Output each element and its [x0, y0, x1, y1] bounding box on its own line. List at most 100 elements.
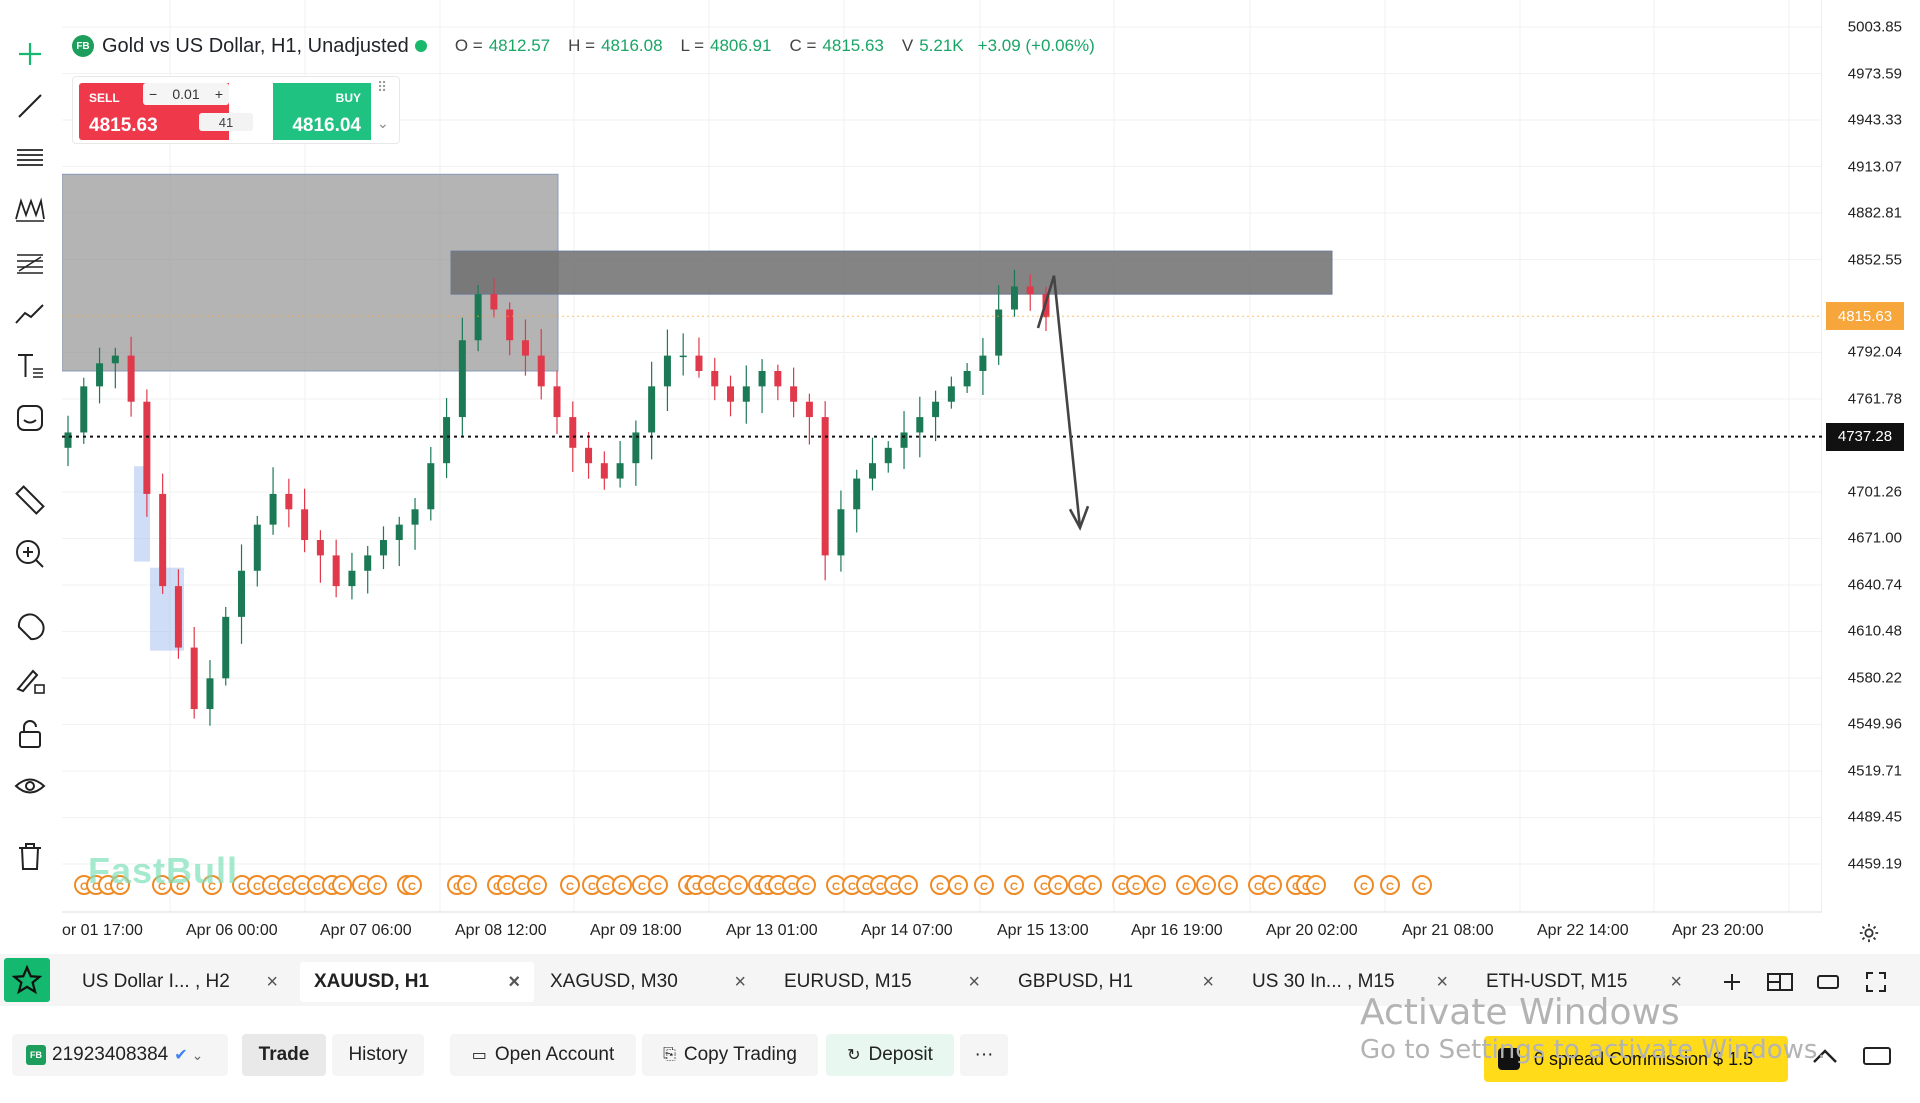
close-icon[interactable]: × [968, 970, 980, 993]
event-marker-icon[interactable] [1218, 875, 1238, 895]
zoom-in-icon[interactable] [10, 534, 50, 574]
event-marker-icon[interactable] [648, 875, 668, 895]
close-icon[interactable]: × [1670, 970, 1682, 993]
activation-subtitle: Go to Settings to activate Windows. [1360, 1035, 1826, 1065]
event-marker-icon[interactable] [1262, 875, 1282, 895]
event-marker-icon[interactable] [1048, 875, 1068, 895]
polyline-icon[interactable] [10, 294, 50, 334]
event-marker-icon[interactable] [1412, 875, 1432, 895]
time-tick-label: Apr 21 08:00 [1402, 922, 1494, 939]
event-marker-icon[interactable] [1004, 875, 1024, 895]
event-marker-icon[interactable] [402, 875, 422, 895]
deposit-button[interactable]: ↻ Deposit [826, 1034, 954, 1076]
horizontal-lines-icon[interactable] [10, 138, 50, 178]
event-marker-icon[interactable] [1196, 875, 1216, 895]
sticker-icon[interactable] [10, 398, 50, 438]
event-marker-icon[interactable] [898, 875, 918, 895]
brush-lock-icon[interactable] [10, 660, 50, 700]
event-marker-icon[interactable] [170, 875, 190, 895]
tab-xauusd[interactable]: XAUUSD, H1 × [300, 962, 534, 1002]
projection-arrow[interactable] [1036, 275, 1082, 528]
candle-body [364, 555, 372, 571]
tab-us30[interactable]: US 30 In... , M15 × [1238, 962, 1462, 1002]
event-marker-icon[interactable] [796, 875, 816, 895]
lot-plus-button[interactable]: + [214, 86, 223, 102]
event-marker-icon[interactable] [202, 875, 222, 895]
event-marker-icon[interactable] [1306, 875, 1326, 895]
open-account-button[interactable]: ▭ Open Account [450, 1034, 636, 1076]
tab-label: GBPUSD, H1 [1018, 971, 1134, 992]
event-marker-icon[interactable] [1146, 875, 1166, 895]
event-marker-icon[interactable] [948, 875, 968, 895]
symbol-title[interactable]: Gold vs US Dollar, H1, Unadjusted [102, 34, 409, 57]
candle-body [174, 586, 182, 648]
event-marker-icon[interactable] [728, 875, 748, 895]
event-marker-icon[interactable] [367, 875, 387, 895]
close-icon[interactable]: × [266, 970, 278, 993]
volume-label: V [901, 36, 914, 55]
history-button[interactable]: History [332, 1034, 424, 1076]
promo-banner[interactable]: 0 spread Commission $ 1.5 [1484, 1036, 1788, 1082]
trend-line-icon[interactable] [10, 86, 50, 126]
candle-body [301, 509, 309, 541]
event-marker-icon[interactable] [612, 875, 632, 895]
tab-gbpusd[interactable]: GBPUSD, H1 × [1004, 962, 1228, 1002]
minimize-panel-icon[interactable] [1812, 966, 1844, 998]
supply-zone-small[interactable] [450, 250, 1333, 295]
tab-eth-usdt[interactable]: ETH-USDT, M15 × [1472, 962, 1696, 1002]
event-marker-icon[interactable] [1082, 875, 1102, 895]
event-marker-icon[interactable] [974, 875, 994, 895]
candle-body [379, 540, 387, 556]
lot-size-stepper[interactable]: − 0.01 + [143, 83, 229, 105]
pattern-icon[interactable] [10, 190, 50, 230]
tab-eurusd[interactable]: EURUSD, M15 × [770, 962, 994, 1002]
drag-handle-icon[interactable]: ⠿ [377, 79, 388, 95]
more-button[interactable]: ··· [960, 1034, 1008, 1076]
event-marker-icon[interactable] [332, 875, 352, 895]
close-icon[interactable]: × [1436, 970, 1448, 993]
buy-button[interactable]: BUY 4816.04 [273, 83, 371, 140]
fullscreen-icon[interactable] [1860, 966, 1892, 998]
tab-usdollar-index[interactable]: US Dollar I... , H2 × [68, 962, 292, 1002]
event-marker-icon[interactable] [1354, 875, 1374, 895]
copy-trading-button[interactable]: ⎘ Copy Trading [642, 1034, 818, 1076]
close-icon[interactable]: × [1202, 970, 1214, 993]
fib-icon[interactable] [10, 242, 50, 282]
crosshair-icon[interactable] [10, 34, 50, 74]
text-icon[interactable] [10, 346, 50, 386]
candle-body [979, 355, 987, 371]
layout-icon[interactable] [1764, 966, 1796, 998]
candle-body [427, 463, 435, 510]
chevron-down-icon[interactable]: ⌄ [377, 115, 389, 131]
event-marker-icon[interactable] [1380, 875, 1400, 895]
favorites-star-button[interactable] [4, 958, 50, 1002]
event-marker-icon[interactable] [560, 875, 580, 895]
event-marker-icon[interactable] [110, 875, 130, 895]
panel-toggle-icon[interactable] [1862, 1044, 1892, 1068]
trade-button[interactable]: Trade [242, 1034, 326, 1076]
unlock-icon[interactable] [10, 714, 50, 754]
event-marker-glyph: C [238, 881, 246, 893]
account-selector[interactable]: FB 21923408384 ✔ ⌄ [12, 1034, 228, 1076]
chevron-up-icon[interactable] [1810, 1044, 1840, 1068]
time-tick-label: Apr 23 20:00 [1672, 922, 1764, 939]
event-marker-icon[interactable] [1126, 875, 1146, 895]
event-marker-icon[interactable] [457, 875, 477, 895]
deposit-icon: ↻ [847, 1047, 861, 1064]
event-marker-icon[interactable] [1176, 875, 1196, 895]
add-tab-icon[interactable] [1716, 966, 1748, 998]
lot-size-value[interactable]: 0.01 [172, 86, 200, 102]
lot-minus-button[interactable]: − [149, 86, 158, 102]
settings-gear-icon[interactable] [1858, 922, 1880, 944]
price-scale[interactable]: 5003.85 4973.59 4943.33 4913.07 4882.81 4852.… [1822, 0, 1920, 930]
tab-xagusd[interactable]: XAGUSD, M30 × [536, 962, 760, 1002]
trash-icon[interactable] [10, 836, 50, 876]
ruler-icon[interactable] [10, 480, 50, 520]
eye-icon[interactable] [10, 766, 50, 806]
magnet-icon[interactable] [10, 606, 50, 646]
event-marker-icon[interactable] [527, 875, 547, 895]
close-icon[interactable]: × [734, 970, 746, 993]
close-icon[interactable]: × [508, 970, 520, 993]
